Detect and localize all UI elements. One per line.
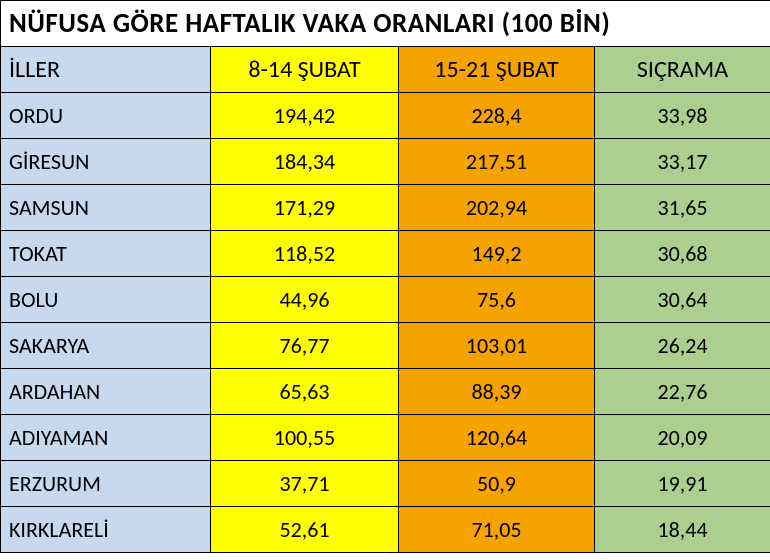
cell-jump: 22,76	[595, 369, 770, 415]
header-jump: SIÇRAMA	[595, 47, 770, 93]
cell-week1: 100,55	[211, 415, 399, 461]
table-header-row: İLLER 8-14 ŞUBAT 15-21 ŞUBAT SIÇRAMA	[1, 47, 770, 93]
case-rate-table: NÜFUSA GÖRE HAFTALIK VAKA ORANLARI (100 …	[0, 0, 770, 553]
cell-province: ORDU	[1, 93, 211, 139]
cell-week1: 171,29	[211, 185, 399, 231]
cell-province: ARDAHAN	[1, 369, 211, 415]
cell-week1: 44,96	[211, 277, 399, 323]
cell-jump: 30,68	[595, 231, 770, 277]
cell-province: GİRESUN	[1, 139, 211, 185]
cell-week2: 103,01	[399, 323, 595, 369]
cell-province: ADIYAMAN	[1, 415, 211, 461]
cell-province: ERZURUM	[1, 461, 211, 507]
table-row: GİRESUN 184,34 217,51 33,17	[1, 139, 770, 185]
cell-week1: 65,63	[211, 369, 399, 415]
table-row: ADIYAMAN 100,55 120,64 20,09	[1, 415, 770, 461]
cell-week1: 37,71	[211, 461, 399, 507]
cell-week2: 149,2	[399, 231, 595, 277]
cell-week2: 50,9	[399, 461, 595, 507]
cell-province: BOLU	[1, 277, 211, 323]
table-row: SAMSUN 171,29 202,94 31,65	[1, 185, 770, 231]
cell-week1: 76,77	[211, 323, 399, 369]
cell-week1: 52,61	[211, 507, 399, 553]
cell-jump: 31,65	[595, 185, 770, 231]
cell-week1: 118,52	[211, 231, 399, 277]
header-iller: İLLER	[1, 47, 211, 93]
cell-week2: 75,6	[399, 277, 595, 323]
table-row: SAKARYA 76,77 103,01 26,24	[1, 323, 770, 369]
header-week1: 8-14 ŞUBAT	[211, 47, 399, 93]
cell-jump: 33,98	[595, 93, 770, 139]
cell-week1: 194,42	[211, 93, 399, 139]
cell-week2: 88,39	[399, 369, 595, 415]
cell-province: SAMSUN	[1, 185, 211, 231]
cell-province: KIRKLARELİ	[1, 507, 211, 553]
cell-week2: 217,51	[399, 139, 595, 185]
cell-jump: 18,44	[595, 507, 770, 553]
table-row: BOLU 44,96 75,6 30,64	[1, 277, 770, 323]
table-row: KIRKLARELİ 52,61 71,05 18,44	[1, 507, 770, 553]
cell-week1: 184,34	[211, 139, 399, 185]
table-row: ARDAHAN 65,63 88,39 22,76	[1, 369, 770, 415]
cell-jump: 30,64	[595, 277, 770, 323]
table-row: ORDU 194,42 228,4 33,98	[1, 93, 770, 139]
cell-week2: 71,05	[399, 507, 595, 553]
table-body: ORDU 194,42 228,4 33,98 GİRESUN 184,34 2…	[1, 93, 770, 553]
cell-province: SAKARYA	[1, 323, 211, 369]
cell-week2: 202,94	[399, 185, 595, 231]
table-title-row: NÜFUSA GÖRE HAFTALIK VAKA ORANLARI (100 …	[1, 1, 770, 47]
cell-province: TOKAT	[1, 231, 211, 277]
case-rate-table-container: NÜFUSA GÖRE HAFTALIK VAKA ORANLARI (100 …	[0, 0, 770, 553]
cell-jump: 19,91	[595, 461, 770, 507]
table-row: ERZURUM 37,71 50,9 19,91	[1, 461, 770, 507]
cell-jump: 20,09	[595, 415, 770, 461]
cell-jump: 33,17	[595, 139, 770, 185]
cell-jump: 26,24	[595, 323, 770, 369]
header-week2: 15-21 ŞUBAT	[399, 47, 595, 93]
cell-week2: 228,4	[399, 93, 595, 139]
table-row: TOKAT 118,52 149,2 30,68	[1, 231, 770, 277]
cell-week2: 120,64	[399, 415, 595, 461]
table-title: NÜFUSA GÖRE HAFTALIK VAKA ORANLARI (100 …	[1, 1, 770, 47]
